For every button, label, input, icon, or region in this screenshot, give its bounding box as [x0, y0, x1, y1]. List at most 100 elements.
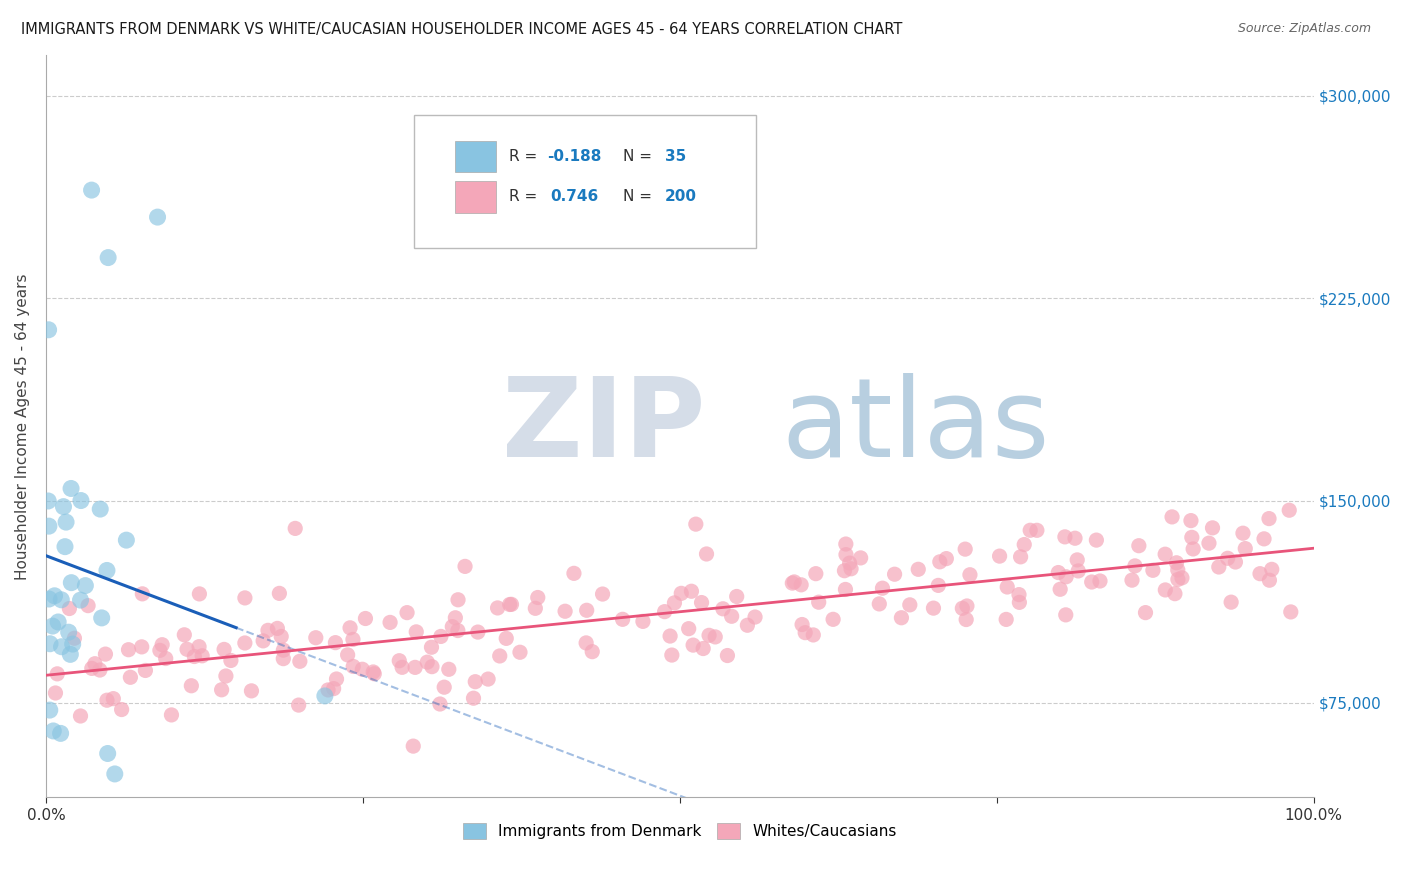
Point — [1121, 573, 1143, 587]
Point — [1220, 595, 1243, 609]
Point — [273, 643, 295, 657]
Point — [898, 598, 921, 612]
Point — [1025, 524, 1047, 538]
Point — [55, 515, 77, 529]
Point — [63, 632, 86, 646]
Point — [1019, 523, 1042, 537]
Point — [1135, 606, 1157, 620]
Point — [322, 681, 344, 696]
Point — [416, 655, 439, 669]
Point — [284, 521, 307, 535]
Point — [180, 679, 202, 693]
Point — [737, 618, 759, 632]
Point — [96, 693, 118, 707]
Point — [396, 606, 419, 620]
Text: atlas: atlas — [782, 373, 1050, 480]
Point — [58, 601, 80, 615]
Point — [955, 613, 977, 627]
FancyBboxPatch shape — [456, 141, 496, 171]
Point — [1154, 582, 1177, 597]
Point — [176, 642, 198, 657]
Point — [131, 587, 153, 601]
Point — [790, 617, 813, 632]
Point — [1008, 595, 1031, 609]
Point — [697, 628, 720, 642]
Point — [801, 628, 824, 642]
Point — [89, 663, 111, 677]
Point — [995, 580, 1018, 594]
Point — [150, 638, 173, 652]
Point — [685, 517, 707, 532]
Point — [146, 210, 169, 224]
Point — [173, 628, 195, 642]
Text: R =: R = — [509, 149, 541, 163]
Text: R =: R = — [509, 189, 547, 204]
Text: 200: 200 — [665, 189, 696, 204]
Point — [46, 666, 69, 681]
Point — [288, 654, 311, 668]
Point — [269, 586, 291, 600]
Point — [1054, 607, 1077, 622]
Point — [956, 599, 979, 613]
Point — [89, 502, 111, 516]
Point — [69, 709, 91, 723]
Point — [447, 592, 470, 607]
Point — [554, 604, 576, 618]
Point — [38, 323, 60, 337]
FancyBboxPatch shape — [413, 114, 756, 248]
Point — [429, 697, 451, 711]
Point — [352, 662, 374, 676]
Point — [1008, 588, 1031, 602]
Point — [39, 637, 62, 651]
Point — [835, 537, 858, 551]
Point — [1080, 574, 1102, 589]
Point — [927, 578, 949, 592]
Point — [49, 726, 72, 740]
Point — [988, 549, 1011, 563]
Point — [271, 651, 294, 665]
Point — [53, 540, 76, 554]
Point — [696, 547, 718, 561]
FancyBboxPatch shape — [456, 181, 496, 212]
Point — [1064, 531, 1087, 545]
Text: 35: 35 — [665, 149, 686, 163]
Point — [233, 591, 256, 605]
Point — [149, 643, 172, 657]
Point — [690, 596, 713, 610]
Point — [1154, 547, 1177, 561]
Point — [51, 640, 73, 654]
Point — [388, 654, 411, 668]
Point — [1166, 556, 1188, 570]
Point — [1167, 573, 1189, 587]
Point — [1253, 532, 1275, 546]
Point — [405, 624, 427, 639]
Point — [120, 670, 142, 684]
Point — [501, 598, 523, 612]
Point — [38, 519, 60, 533]
Point — [342, 632, 364, 647]
Point — [872, 581, 894, 595]
Point — [96, 564, 118, 578]
Point — [575, 603, 598, 617]
Point — [995, 612, 1018, 626]
Point — [314, 689, 336, 703]
Point — [1085, 533, 1108, 548]
Text: Source: ZipAtlas.com: Source: ZipAtlas.com — [1237, 22, 1371, 36]
Point — [464, 674, 486, 689]
Point — [477, 672, 499, 686]
Point — [134, 664, 156, 678]
Point — [488, 648, 510, 663]
Point — [1049, 582, 1071, 597]
Point — [463, 691, 485, 706]
Point — [433, 680, 456, 694]
Point — [1225, 555, 1247, 569]
Point — [1167, 563, 1189, 577]
Point — [562, 566, 585, 581]
Point — [444, 611, 467, 625]
Point — [287, 698, 309, 712]
Point — [305, 631, 328, 645]
Point — [794, 625, 817, 640]
Point — [240, 684, 263, 698]
Point — [62, 637, 84, 651]
Point — [890, 611, 912, 625]
